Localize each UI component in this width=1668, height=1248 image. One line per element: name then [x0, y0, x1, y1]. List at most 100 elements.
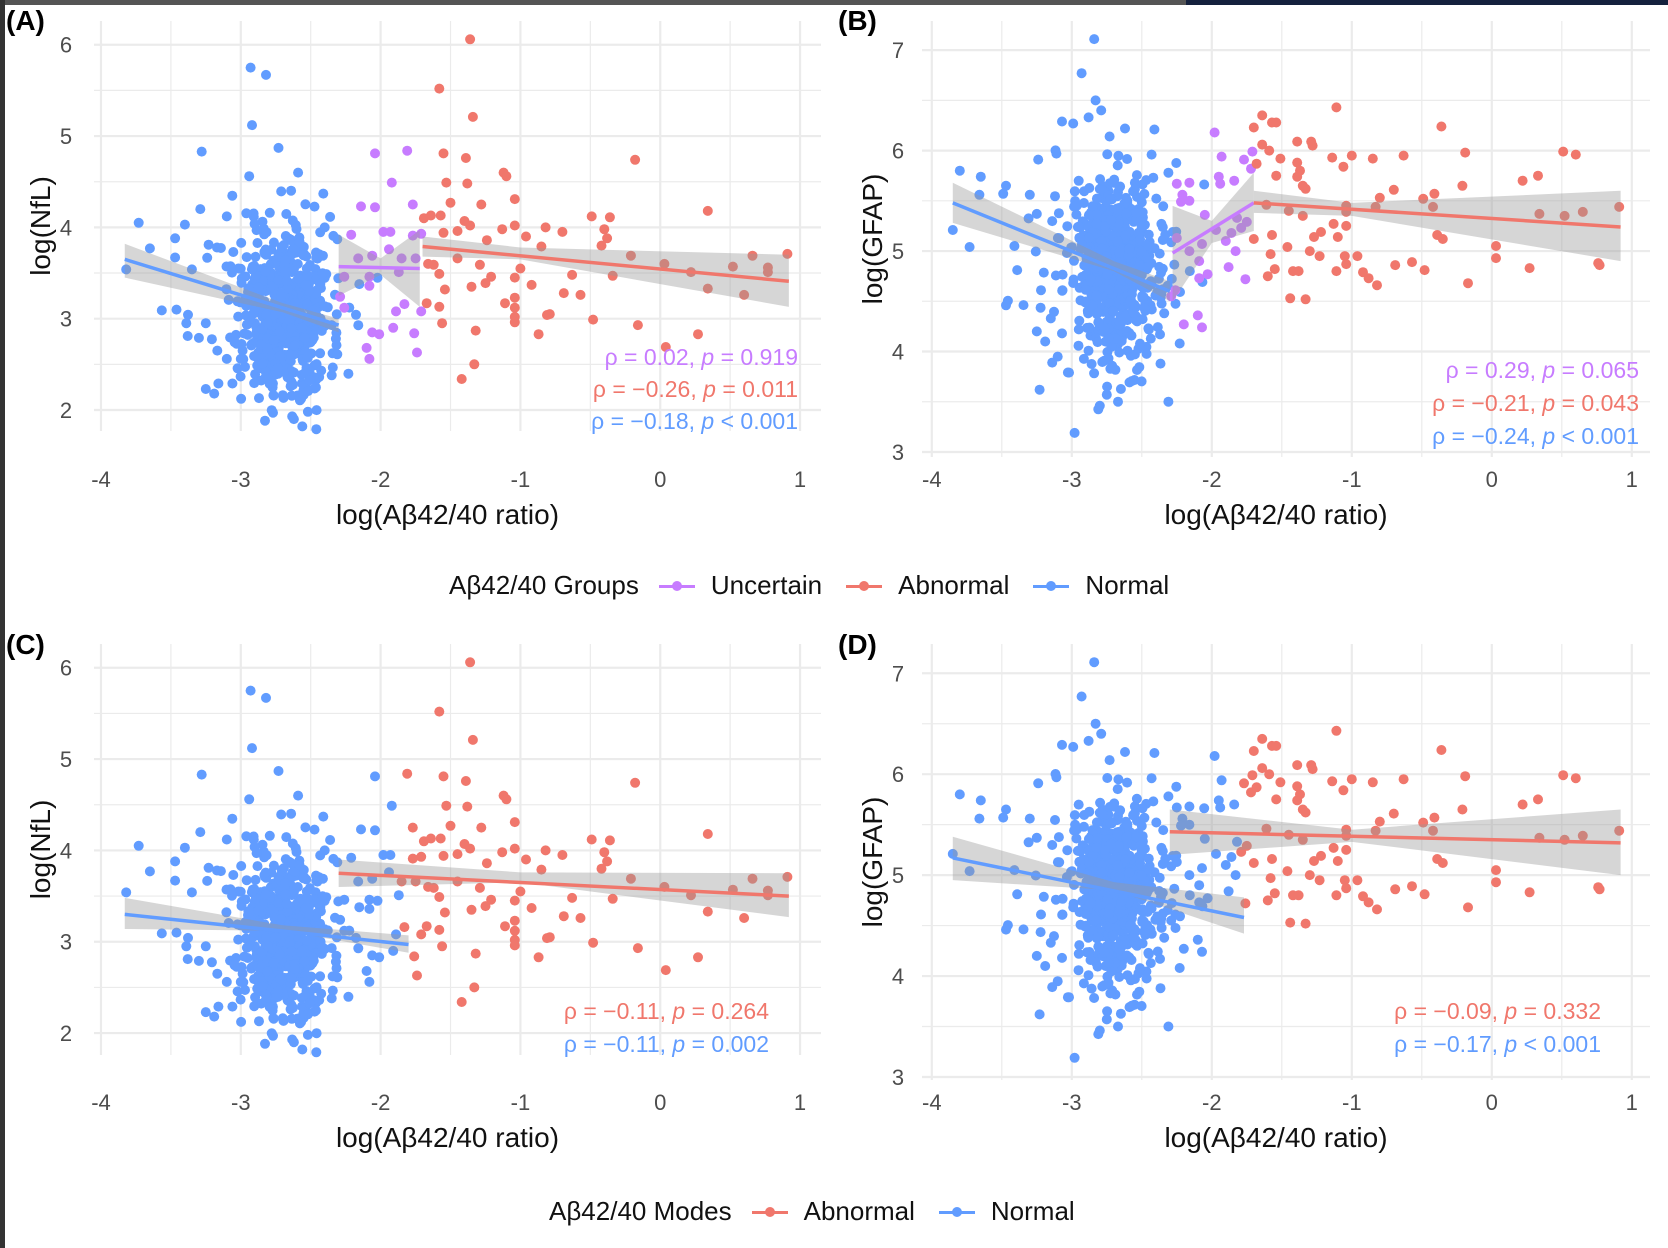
point-abnormal: [465, 657, 476, 668]
point-normal: [213, 378, 224, 389]
point-normal: [1132, 989, 1142, 1000]
point-abnormal: [438, 148, 449, 159]
point-normal: [1089, 657, 1100, 668]
point-abnormal: [1418, 193, 1429, 204]
point-normal: [244, 171, 255, 182]
point-normal: [1053, 832, 1064, 843]
point-normal: [1158, 825, 1169, 836]
point-normal: [301, 935, 312, 946]
point-normal: [1092, 961, 1103, 972]
point-normal: [288, 414, 299, 425]
point-normal: [1057, 328, 1067, 339]
point-normal: [292, 259, 303, 269]
point-normal: [1091, 193, 1102, 204]
point-abnormal: [470, 948, 481, 959]
point-normal: [947, 225, 958, 235]
x-tick-label: -3: [1062, 1090, 1082, 1115]
point-abnormal: [596, 863, 607, 874]
point-normal: [1141, 973, 1152, 984]
y-tick-label: 3: [892, 1065, 904, 1090]
point-normal: [1090, 95, 1101, 106]
rho-value: ρ = −0.21,: [1432, 390, 1542, 416]
point-normal: [1023, 837, 1034, 848]
x-axis-title: log(Aβ42/40 ratio): [1164, 1122, 1387, 1153]
point-abnormal: [416, 929, 427, 940]
point-normal: [1149, 124, 1160, 135]
point-normal: [247, 743, 257, 754]
point-normal: [221, 976, 232, 987]
point-normal: [276, 809, 287, 820]
point-normal: [1138, 916, 1149, 927]
point-normal: [289, 963, 300, 974]
point-normal: [250, 874, 261, 885]
point-normal: [1184, 266, 1195, 277]
point-normal: [1114, 182, 1125, 193]
x-tick-label: -4: [91, 1090, 111, 1115]
point-normal: [1112, 205, 1123, 216]
y-tick-label: 2: [60, 1021, 72, 1046]
point-normal: [273, 766, 284, 776]
point-normal: [1102, 773, 1113, 783]
point-normal: [1130, 939, 1141, 950]
point-normal: [144, 866, 155, 877]
point-abnormal: [439, 284, 450, 295]
point-uncertain: [1171, 233, 1182, 243]
p-symbol: p: [1541, 390, 1555, 416]
point-normal: [272, 986, 283, 996]
x-tick-label: -4: [922, 467, 942, 492]
point-normal: [1170, 298, 1181, 309]
point-normal: [1184, 801, 1195, 812]
point-uncertain: [1184, 177, 1195, 188]
point-normal: [1122, 819, 1133, 830]
point-abnormal: [1388, 808, 1399, 819]
point-normal: [260, 1038, 270, 1049]
point-normal: [1023, 213, 1034, 224]
point-abnormal: [1257, 733, 1268, 744]
point-abnormal: [1251, 158, 1262, 169]
point-abnormal: [521, 854, 531, 865]
x-tick-label: -2: [371, 467, 391, 492]
point-abnormal: [445, 197, 456, 208]
point-normal: [1062, 845, 1073, 856]
point-abnormal: [1248, 746, 1259, 756]
point-normal: [212, 345, 223, 356]
point-normal: [209, 388, 220, 399]
point-normal: [1073, 965, 1084, 976]
point-abnormal: [1517, 175, 1528, 186]
point-abnormal: [462, 178, 473, 189]
point-abnormal: [536, 241, 547, 252]
point-abnormal: [1390, 260, 1401, 271]
point-normal: [1199, 803, 1210, 814]
rho-value: ρ = −0.24,: [1432, 423, 1542, 449]
point-normal: [302, 406, 313, 417]
point-normal: [183, 932, 193, 943]
y-tick-label: 4: [892, 340, 904, 365]
y-tick-label: 7: [892, 661, 904, 686]
point-normal: [301, 263, 312, 274]
point-normal: [1124, 243, 1135, 254]
point-normal: [1106, 215, 1116, 225]
point-normal: [301, 921, 312, 932]
point-normal: [1136, 870, 1147, 881]
point-abnormal: [509, 220, 520, 231]
point-normal: [303, 386, 313, 397]
point-normal: [1074, 315, 1085, 326]
point-normal: [200, 318, 211, 329]
point-normal: [1131, 170, 1142, 181]
point-normal: [1137, 803, 1148, 814]
legend-label-uncertain: Uncertain: [710, 570, 823, 600]
point-normal: [289, 340, 300, 351]
correlation-annotation-abnormal: ρ = −0.11, p = 0.264: [564, 998, 769, 1024]
point-normal: [304, 998, 315, 1009]
point-uncertain: [361, 342, 372, 353]
point-normal: [1194, 880, 1205, 891]
point-normal: [1035, 927, 1046, 938]
point-normal: [308, 305, 319, 316]
point-uncertain: [339, 302, 350, 313]
point-abnormal: [421, 298, 432, 309]
point-abnormal: [409, 951, 420, 962]
point-abnormal: [1372, 280, 1382, 291]
point-normal: [212, 242, 222, 253]
point-abnormal: [1300, 807, 1311, 818]
point-normal: [196, 769, 207, 780]
